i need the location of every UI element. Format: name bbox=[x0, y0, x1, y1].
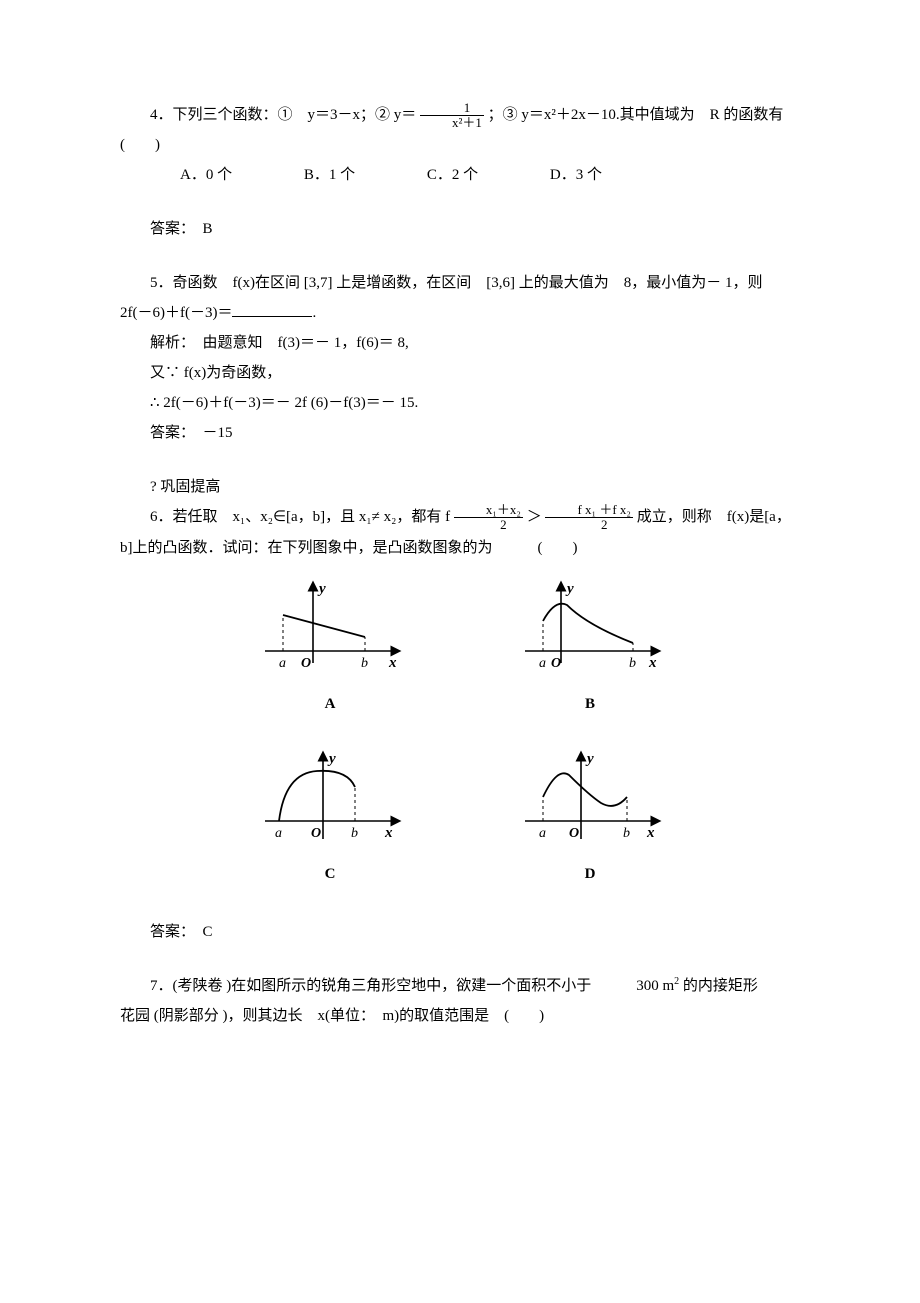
svg-text:b: b bbox=[629, 656, 636, 671]
q4-frac1: 1 x²＋1 bbox=[420, 101, 484, 131]
svg-text:b: b bbox=[623, 826, 630, 841]
q5-blank bbox=[232, 301, 312, 317]
q4-paren: ( ) bbox=[120, 130, 800, 160]
q4-stem: 4．下列三个函数：① y＝3－x；② y＝ 1 x²＋1 ；③ y＝x²＋2x－… bbox=[120, 100, 800, 130]
svg-text:y: y bbox=[565, 581, 574, 597]
svg-text:a: a bbox=[275, 826, 282, 841]
svg-text:O: O bbox=[311, 826, 321, 841]
svg-text:a: a bbox=[539, 826, 546, 841]
svg-text:O: O bbox=[551, 656, 561, 671]
q6-graphs-row2: y x a O b C y x a O b D bbox=[120, 747, 800, 889]
q6-label-C: C bbox=[255, 859, 405, 889]
svg-text:y: y bbox=[317, 581, 326, 597]
svg-text:b: b bbox=[361, 656, 368, 671]
q5-l1: 解析： 由题意知 f(3)＝－ 1，f(6)＝ 8, bbox=[120, 328, 800, 358]
q4-optD: D．3 个 bbox=[520, 160, 602, 190]
q4-optA: A．0 个 bbox=[150, 160, 232, 190]
q7-line2: 花园 (阴影部分 )，则其边长 x(单位： m)的取值范围是 ( ) bbox=[120, 1001, 800, 1031]
q6-stem-line2: b]上的凸函数．试问：在下列图象中，是凸函数图象的为 ( ) bbox=[120, 533, 800, 563]
q6-graph-C: y x a O b C bbox=[255, 747, 405, 889]
q6-graph-A: y x a O b A bbox=[255, 577, 405, 719]
svg-text:O: O bbox=[301, 656, 311, 671]
q6-answer: 答案： C bbox=[120, 917, 800, 947]
q6-label-A: A bbox=[255, 689, 405, 719]
svg-text:x: x bbox=[384, 825, 393, 841]
q6-label-B: B bbox=[515, 689, 665, 719]
svg-text:a: a bbox=[279, 656, 286, 671]
q6-frac2: f x₁ ＋f x₂ 2 bbox=[545, 503, 632, 533]
q5-l3: ∴ 2f(－6)＋f(－3)＝－ 2f (6)－f(3)＝－ 15. bbox=[120, 388, 800, 418]
q6-graph-D: y x a O b D bbox=[515, 747, 665, 889]
q4-stem-a: 4．下列三个函数：① y＝3－x；② y＝ bbox=[150, 107, 416, 123]
q4-options: A．0 个 B．1 个 C．2 个 D．3 个 bbox=[120, 160, 800, 190]
section-heading: ? 巩固提高 bbox=[120, 472, 800, 502]
svg-text:O: O bbox=[569, 826, 579, 841]
svg-text:x: x bbox=[646, 825, 655, 841]
q6-graph-B: y x a O b B bbox=[515, 577, 665, 719]
q5-l2: 又∵ f(x)为奇函数， bbox=[120, 358, 800, 388]
q4-stem-b: ；③ y＝x²＋2x－10.其中值域为 R 的函数有 bbox=[488, 107, 784, 123]
q6-frac1: x₁＋x₂ 2 bbox=[454, 503, 523, 533]
svg-text:x: x bbox=[648, 655, 657, 671]
svg-text:x: x bbox=[388, 655, 397, 671]
q5-stem: 5．奇函数 f(x)在区间 [3,7] 上是增函数，在区间 [3,6] 上的最大… bbox=[120, 268, 800, 298]
svg-text:y: y bbox=[585, 751, 594, 767]
q4-optB: B．1 个 bbox=[274, 160, 355, 190]
q4-optC: C．2 个 bbox=[397, 160, 478, 190]
q7-line1: 7．(考陕卷 )在如图所示的锐角三角形空地中，欲建一个面积不小于 300 m2 … bbox=[120, 971, 800, 1001]
svg-text:b: b bbox=[351, 826, 358, 841]
q6-stem-line1: 6．若任取 x₁、x₂∈[a，b]，且 x₁≠ x₂，都有 f x₁＋x₂ 2 … bbox=[120, 502, 800, 532]
q6-graphs-row1: y x a O b A y x a O b B bbox=[120, 577, 800, 719]
q6-label-D: D bbox=[515, 859, 665, 889]
svg-text:y: y bbox=[327, 751, 336, 767]
q5-stem2: 2f(－6)＋f(－3)＝. bbox=[120, 298, 800, 328]
q4-answer: 答案： B bbox=[120, 214, 800, 244]
q5-answer: 答案： －15 bbox=[120, 418, 800, 448]
svg-text:a: a bbox=[539, 656, 546, 671]
